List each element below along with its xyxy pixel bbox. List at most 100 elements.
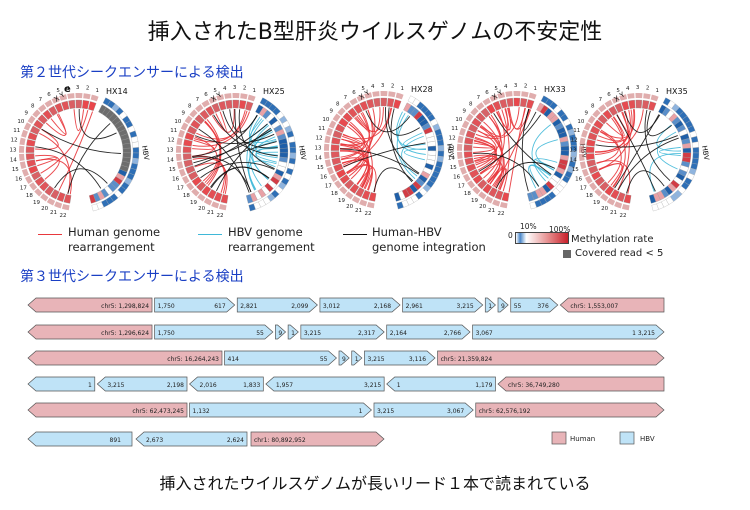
scale-max-label: 100%: [549, 225, 571, 234]
chord-link: [73, 109, 85, 132]
chromosome-segment: [245, 101, 254, 111]
chromosome-band: [356, 94, 365, 102]
chromosome-segment: [361, 190, 371, 200]
chromosome-band: [59, 94, 68, 101]
hbv-outer-band: [396, 201, 404, 210]
panel-letter: e: [64, 84, 71, 95]
hbv-segment: [300, 324, 385, 340]
chromosome-number: 17: [580, 185, 587, 191]
chromosome-number: 1: [400, 86, 404, 92]
chromosome-segment: [587, 132, 598, 141]
scale-10-label: 10%: [520, 222, 537, 231]
segment-label: chr5: 1,296,624: [101, 330, 149, 337]
chord-link: [623, 111, 661, 133]
chord-link: [626, 170, 665, 194]
chromosome-band: [29, 182, 38, 191]
chromosome-number: 15: [317, 165, 324, 171]
legend-text: Human genome: [68, 225, 161, 239]
chromosome-band: [457, 151, 463, 160]
chromosome-segment: [585, 153, 595, 161]
chromosome-band: [461, 120, 470, 129]
chromosome-number: 8: [31, 103, 35, 109]
chromosome-number: 11: [573, 128, 580, 134]
chromosome-number: 7: [344, 95, 348, 101]
chord-link: [340, 107, 381, 146]
chromosome-band: [21, 129, 28, 138]
chromosome-number: 12: [168, 138, 175, 144]
chromosome-band: [324, 159, 332, 168]
chromosome-band: [643, 93, 651, 100]
chromosome-number: 10: [455, 117, 462, 123]
chord-link: [216, 127, 271, 191]
hbv-segment: [527, 192, 535, 202]
segment-label: 3,012: [323, 303, 340, 310]
chromosome-segment: [88, 101, 97, 111]
chromosome-band: [334, 180, 343, 189]
segment-label: 3,215: [377, 408, 394, 415]
human-segment: [250, 431, 385, 447]
chromosome-band: [324, 135, 331, 144]
chromosome-segment: [492, 100, 502, 111]
chord-link: [238, 109, 275, 170]
chromosome-segment: [604, 185, 615, 196]
chord-link: [35, 146, 102, 189]
chromosome-number: 20: [601, 206, 608, 212]
hbv-rearrangement-legend: HBV genome rearrangement: [228, 225, 315, 255]
legend-text: genome integration: [372, 240, 486, 254]
hbv-outer-band: [248, 203, 256, 212]
chord-link: [211, 108, 235, 133]
chromosome-band: [594, 188, 603, 197]
hbv-segment: [649, 194, 657, 204]
chromosome-number: 6: [352, 90, 356, 96]
chord-link: [475, 107, 520, 139]
chromosome-band: [598, 104, 607, 113]
segment-label: 9: [278, 330, 282, 337]
hbv-segment: [96, 376, 188, 392]
segment-label: chr5: 36,749,280: [508, 382, 560, 389]
chord-link: [495, 107, 512, 131]
hbv-outer-band: [289, 147, 297, 154]
chord-link: [598, 109, 633, 171]
chromosome-number: 4: [371, 84, 375, 90]
segment-label: 2,016: [200, 382, 217, 389]
segment-label: 3,215: [638, 330, 655, 337]
chord-link: [58, 111, 94, 191]
chromosome-segment: [82, 100, 90, 110]
chromosome-segment: [26, 159, 37, 168]
chromosome-segment: [331, 157, 342, 166]
chord-link: [401, 135, 424, 177]
segment-label: 2,673: [146, 437, 163, 444]
segment-label: 3,215: [367, 356, 384, 363]
chromosome-band: [521, 91, 529, 98]
chord-link: [387, 107, 420, 136]
chord-link: [192, 111, 251, 147]
chord-link: [658, 146, 681, 157]
chromosome-band: [579, 153, 585, 162]
segment-label: chr5: 1,553,007: [570, 303, 618, 310]
chromosome-number: 14: [10, 157, 17, 163]
chord-link: [644, 109, 671, 181]
chord-link: [611, 117, 626, 188]
chromosome-band: [218, 203, 227, 211]
chromosome-number: 15: [450, 165, 457, 171]
chord-link: [528, 165, 551, 189]
segment-label: 3,067: [476, 330, 493, 337]
chromosome-segment: [182, 153, 192, 161]
hbv-segment: [319, 297, 401, 313]
segment-label: 1: [359, 408, 363, 415]
hbv-segment: [154, 297, 236, 313]
chromosome-band: [211, 201, 220, 209]
chromosome-segment: [196, 181, 207, 192]
chromosome-band: [54, 201, 63, 209]
chromosome-number: 14: [167, 157, 174, 163]
hbv-outer-band: [289, 152, 297, 159]
chromosome-segment: [588, 165, 599, 175]
chromosome-segment: [602, 109, 613, 120]
chromosome-segment: [330, 151, 340, 159]
chromosome-band: [587, 115, 596, 124]
chromosome-number: 19: [33, 200, 40, 206]
chromosome-band: [44, 99, 53, 108]
chromosome-band: [24, 175, 33, 185]
hbv-segment: [386, 324, 471, 340]
chromosome-number: 9: [584, 111, 588, 117]
